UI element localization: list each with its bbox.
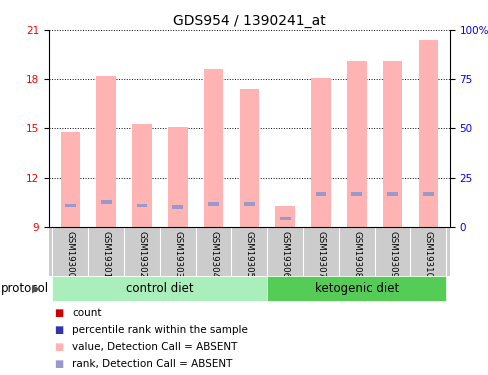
Bar xyxy=(422,192,433,196)
Bar xyxy=(132,123,151,227)
Bar xyxy=(65,204,76,207)
Bar xyxy=(167,127,187,227)
Text: ■: ■ xyxy=(54,308,63,318)
Text: percentile rank within the sample: percentile rank within the sample xyxy=(72,325,248,335)
Text: GSM19301: GSM19301 xyxy=(102,231,110,278)
Title: GDS954 / 1390241_at: GDS954 / 1390241_at xyxy=(173,13,325,28)
Text: rank, Detection Call = ABSENT: rank, Detection Call = ABSENT xyxy=(72,359,232,369)
Bar xyxy=(239,89,259,227)
Text: GSM19303: GSM19303 xyxy=(173,231,182,278)
Text: protocol: protocol xyxy=(0,282,48,295)
Bar xyxy=(203,69,223,227)
Bar xyxy=(136,204,147,207)
Bar xyxy=(351,192,362,196)
Bar xyxy=(386,192,397,196)
Text: GSM19302: GSM19302 xyxy=(137,231,146,278)
Text: GSM19300: GSM19300 xyxy=(66,231,75,278)
Bar xyxy=(346,61,366,227)
Bar xyxy=(279,217,290,220)
Text: GSM19306: GSM19306 xyxy=(280,231,289,278)
Text: count: count xyxy=(72,308,102,318)
Bar xyxy=(275,206,294,227)
Bar xyxy=(96,76,116,227)
Text: value, Detection Call = ABSENT: value, Detection Call = ABSENT xyxy=(72,342,237,352)
Bar xyxy=(418,40,437,227)
Bar xyxy=(315,192,326,196)
Text: GSM19307: GSM19307 xyxy=(316,231,325,278)
Bar xyxy=(101,201,111,204)
Text: ■: ■ xyxy=(54,342,63,352)
Text: control diet: control diet xyxy=(126,282,193,295)
Bar xyxy=(244,202,254,206)
Bar xyxy=(267,276,446,302)
Bar xyxy=(208,202,219,206)
Text: GSM19305: GSM19305 xyxy=(244,231,253,278)
Bar xyxy=(61,132,80,227)
Text: GSM19309: GSM19309 xyxy=(387,231,396,278)
Text: GSM19308: GSM19308 xyxy=(351,231,361,278)
Text: ▶: ▶ xyxy=(32,284,41,294)
Bar xyxy=(382,61,402,227)
Text: ■: ■ xyxy=(54,325,63,335)
Text: ■: ■ xyxy=(54,359,63,369)
Text: ketogenic diet: ketogenic diet xyxy=(314,282,398,295)
Text: GSM19310: GSM19310 xyxy=(423,231,432,278)
Text: GSM19304: GSM19304 xyxy=(209,231,218,278)
Bar xyxy=(310,78,330,227)
Bar xyxy=(52,276,267,302)
Bar xyxy=(172,206,183,209)
